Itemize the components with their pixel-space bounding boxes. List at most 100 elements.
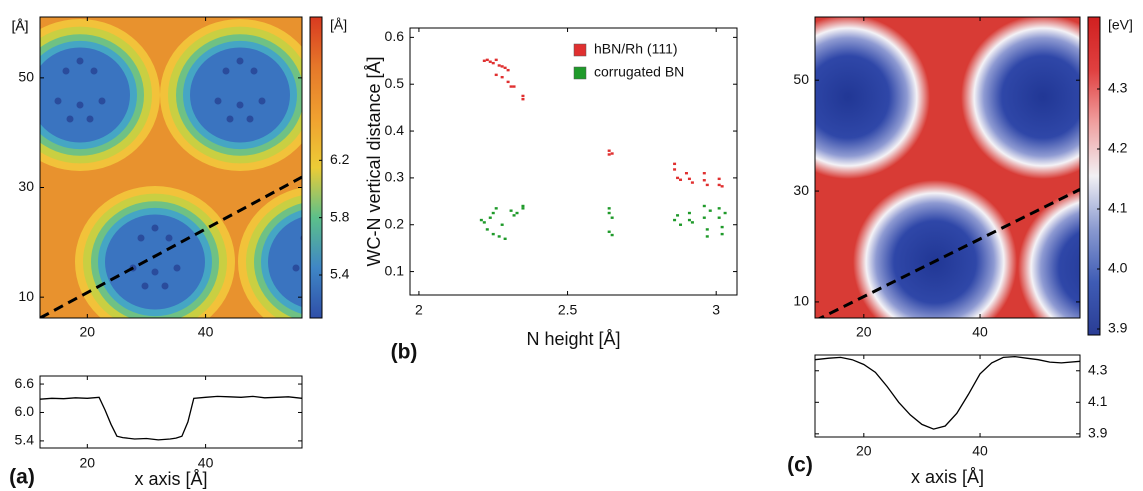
panel: 20 40 5.4 6.0 6.6 x axis [Å] (a): [9, 375, 303, 489]
point: [705, 235, 709, 238]
y-tick-label: 10: [793, 293, 809, 309]
x-axis-label: x axis [Å]: [911, 467, 984, 487]
point: [500, 75, 504, 79]
blob-spot: [62, 67, 70, 75]
point: [720, 185, 724, 188]
point: [509, 209, 513, 212]
point: [482, 59, 486, 62]
point: [482, 221, 486, 224]
plot-frame: [409, 27, 738, 296]
y-tick-label: 5.4: [15, 432, 35, 448]
blob-spot: [325, 283, 332, 290]
plot-frame: [39, 375, 303, 449]
x-tick-label: 2.5: [558, 302, 578, 318]
x-tick-label: 20: [856, 324, 872, 340]
point: [607, 211, 611, 215]
blob-ring: [105, 214, 205, 310]
point: [702, 172, 706, 175]
x-tick-label: 20: [80, 455, 96, 471]
profile-line: [39, 395, 303, 441]
x-tick-label: 2: [415, 302, 423, 318]
legend-swatch: [573, 43, 587, 57]
blob: [853, 180, 1017, 318]
blob-spot: [161, 282, 169, 290]
colorbar-tick-label: 4.2: [1108, 140, 1128, 156]
point: [702, 216, 706, 219]
point: [491, 232, 495, 236]
point: [488, 216, 492, 219]
point: [512, 85, 516, 88]
y-tick-label: 6.0: [15, 403, 35, 419]
blob-spot: [137, 234, 145, 242]
blob-ring: [40, 47, 130, 143]
point: [708, 209, 712, 212]
heatmap: [815, 17, 1080, 318]
point: [512, 214, 516, 217]
y-tick-label: 50: [18, 69, 34, 85]
blob-ring: [268, 217, 302, 307]
blob-spot: [54, 97, 62, 105]
x-tick-label: 3: [712, 302, 720, 318]
point: [506, 80, 510, 84]
colorbar-label: [eV]: [1108, 17, 1133, 33]
point: [702, 204, 706, 208]
y-axis-label: [Å]: [11, 18, 28, 34]
y-tick-label: 0.1: [385, 262, 405, 278]
cut-line: [817, 188, 1080, 318]
profile-line: [814, 355, 1081, 430]
x-tick-label: 40: [972, 443, 988, 459]
x-tick-label: 40: [972, 324, 988, 340]
blob-spot: [222, 67, 230, 75]
legend-label: corrugated BN: [594, 64, 684, 80]
point: [717, 183, 721, 187]
x-axis-label: N height [Å]: [526, 329, 620, 349]
panel-label: (a): [9, 466, 35, 489]
y-tick-label: 0.5: [385, 75, 405, 91]
point: [521, 94, 525, 98]
colorbar-tick-label: 3.9: [1108, 320, 1128, 336]
point: [679, 178, 683, 181]
colorbar-tick-label: 6.2: [330, 151, 350, 167]
point: [494, 73, 498, 77]
blob: [961, 17, 1080, 179]
panel-label: (b): [391, 341, 418, 364]
x-tick-label: 20: [856, 443, 872, 459]
point: [687, 218, 691, 222]
y-tick-label: 6.6: [15, 375, 35, 391]
point: [717, 207, 721, 210]
blob-spot: [98, 97, 106, 105]
y-axis-label: [Å]: [11, 18, 28, 34]
point: [676, 214, 680, 217]
colorbar-tick-label: 4.0: [1108, 260, 1128, 276]
point: [702, 179, 706, 182]
point: [494, 58, 498, 62]
blob-spot: [151, 268, 159, 276]
point: [479, 218, 483, 222]
blob-spot: [258, 97, 266, 105]
blob-spot: [165, 234, 173, 242]
y-tick-label: 0.4: [385, 122, 405, 138]
colorbar-label: [Å]: [330, 17, 347, 33]
point: [687, 177, 691, 181]
point: [491, 211, 495, 215]
blob-spot: [246, 115, 254, 123]
y-tick-label: 50: [793, 71, 809, 87]
point: [607, 149, 611, 152]
panel: 20 40 3.9 4.1 4.3 x axis [Å] (c): [787, 354, 1108, 487]
y-axis-label: WC-N vertical distance [Å]: [364, 56, 384, 266]
point: [687, 211, 691, 215]
point: [607, 153, 611, 156]
y-tick-label: 4.1: [1088, 393, 1108, 409]
heatmap: [40, 17, 332, 318]
point: [503, 237, 507, 240]
y-tick-label: 0.6: [385, 28, 405, 44]
point: [720, 232, 724, 236]
blob-spot: [141, 282, 149, 290]
point: [673, 162, 677, 166]
y-tick-label: 30: [793, 182, 809, 198]
legend-label: hBN/Rh (111): [594, 41, 678, 57]
point: [676, 176, 680, 180]
point: [521, 98, 525, 101]
point: [500, 65, 504, 68]
